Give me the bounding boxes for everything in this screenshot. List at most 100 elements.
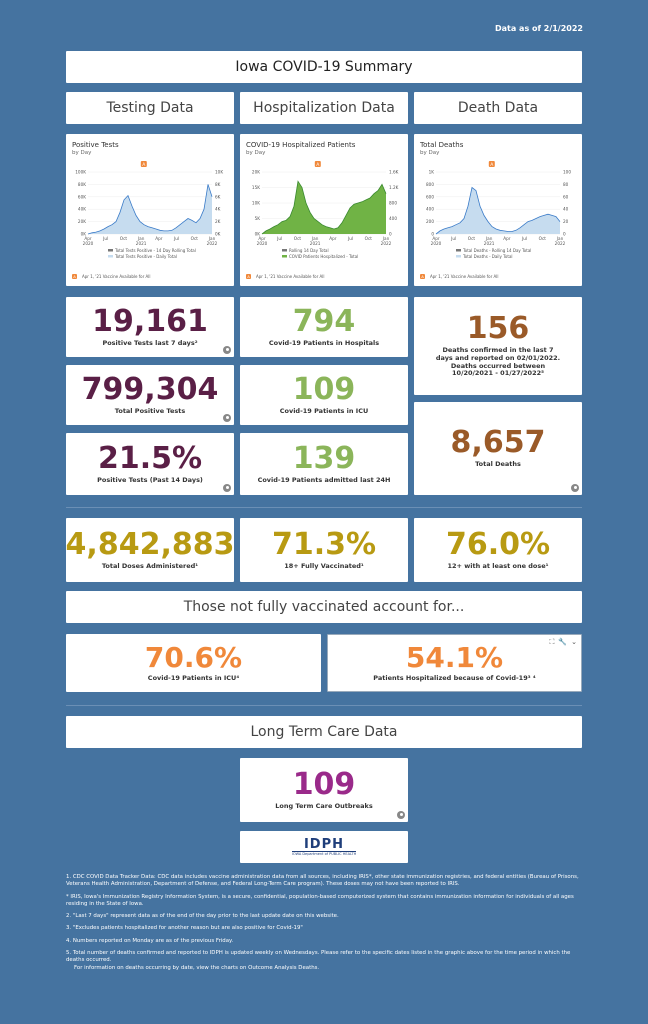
kpi-total-positive: 799,304 Total Positive Tests	[66, 365, 234, 425]
y2-tick-label: 1.6K	[389, 170, 399, 175]
person-icon[interactable]	[223, 414, 231, 422]
chart-title: Positive Tests	[72, 141, 119, 149]
kpi-total-deaths: 8,657 Total Deaths	[414, 402, 582, 495]
kpi-one-dose: 76.0% 12+ with at least one dose¹	[414, 518, 582, 582]
y2-tick-label: 20	[563, 219, 569, 224]
chart-subtitle: by Day	[246, 150, 266, 156]
kpi-fully-vaccinated: 71.3% 18+ Fully Vaccinated¹	[240, 518, 408, 582]
x-tick-label: Jul	[347, 236, 353, 241]
kpi-label: Positive Tests (Past 14 Days)	[97, 475, 203, 484]
series-line	[435, 186, 561, 235]
x-tick-label: Oct	[365, 236, 373, 241]
footnote-label: Apr 1, '21 Vaccine Available for All	[430, 274, 499, 279]
x-tick-label: Jul	[450, 236, 456, 241]
footnote: 4. Numbers reported on Monday are as of …	[66, 937, 234, 944]
footnote: 5. Total number of deaths confirmed and …	[66, 950, 571, 964]
kpi-positive-7days: 19,161 Positive Tests last 7 days²	[66, 297, 234, 357]
footnote: 2. "Last 7 days" represent data as of th…	[66, 913, 339, 920]
kpi-label: Long Term Care Outbreaks	[275, 801, 373, 810]
chart-positive-tests[interactable]: Positive Tests by Day 100K 80K 60K 40K 20K 0K…	[66, 134, 234, 286]
y-tick-label: 100K	[75, 170, 86, 175]
person-icon[interactable]	[223, 484, 231, 492]
legend-swatch	[282, 255, 287, 258]
legend-label: COVID Patients Hospitalized - Total	[289, 254, 358, 259]
chevron-down-icon[interactable]: ⌄	[571, 638, 577, 646]
footnote-label: Apr 1, '21 Vaccine Available for All	[256, 274, 325, 279]
y2-tick-label: 100	[563, 170, 571, 175]
kpi-value: 794	[292, 303, 356, 339]
divider	[66, 705, 582, 706]
y-tick-label: 20K	[252, 170, 260, 175]
kpi-value: 19,161	[92, 303, 208, 339]
kpi-value: 54.1%	[405, 640, 504, 674]
y-tick-label: 1K	[429, 170, 435, 175]
y2-tick-label: 400	[389, 216, 397, 221]
kpi-notvax-hospitalized[interactable]: ⛶ 🔧 ⌄ 54.1% Patients Hospitalized becaus…	[327, 634, 582, 692]
idph-logo-text: IDPH	[291, 838, 357, 852]
footnote-label: Apr 1, '21 Vaccine Available for All	[82, 274, 151, 279]
person-icon[interactable]	[223, 346, 231, 354]
y2-tick-label: 10K	[215, 170, 223, 175]
kpi-value: 156	[466, 310, 530, 346]
annotation-marker-label: A	[142, 162, 146, 168]
x-tick-label: Oct	[120, 236, 128, 241]
footnote-marker	[246, 274, 251, 279]
kpi-label: Positive Tests last 7 days²	[102, 338, 198, 347]
wrench-icon[interactable]: 🔧	[558, 638, 568, 646]
chart-deaths[interactable]: Total Deaths by Day 1K 800 600 400 200 0 100 80…	[414, 134, 582, 286]
y2-tick-label: 40	[563, 207, 569, 212]
kpi-label: 12+ with at least one dose¹	[447, 561, 549, 570]
y2-tick-label: 0K	[215, 232, 221, 237]
y2-tick-label: 60	[563, 194, 569, 199]
legend-swatch	[456, 249, 461, 252]
legend-swatch	[456, 255, 461, 258]
x-tick-label: Jul	[173, 236, 179, 241]
kpi-label: Total Positive Tests	[114, 406, 186, 415]
x-tick-label: Apr	[84, 236, 92, 241]
kpi-label: Covid-19 Patients in ICU	[279, 406, 369, 415]
idph-logo-sub: IOWA Department of PUBLIC HEALTH	[291, 851, 357, 856]
y2-tick-label: 0	[389, 232, 392, 237]
x-tick-label: Apr	[432, 236, 440, 241]
x-tick-label: 2020	[431, 241, 442, 246]
x-tick-label: 2021	[310, 241, 321, 246]
x-tick-label: 2021	[484, 241, 495, 246]
legend-label: Total Deaths - Daily Total	[462, 254, 513, 259]
y-tick-label: 10K	[252, 201, 260, 206]
kpi-value: 21.5%	[97, 440, 203, 476]
footnote-marker-label: A	[247, 274, 250, 279]
kpi-ltc-outbreaks: 109 Long Term Care Outbreaks	[240, 758, 408, 822]
chart-title: COVID-19 Hospitalized Patients	[246, 141, 356, 149]
y-tick-label: 40K	[78, 207, 86, 212]
series-line	[87, 184, 213, 235]
chart-title: Total Deaths	[420, 141, 464, 149]
footnote: * IRIS, Iowa's Immunization Registry Inf…	[66, 893, 574, 907]
legend-label: Rolling 14 Day Total	[289, 248, 329, 253]
annotation-marker	[314, 161, 321, 167]
annotation-marker	[140, 161, 147, 167]
y-tick-label: 600	[426, 194, 434, 199]
ltc-header: Long Term Care Data	[66, 716, 582, 748]
expand-icon[interactable]: ⛶	[549, 638, 555, 646]
legend-swatch	[108, 255, 113, 258]
kpi-label: Total Deaths	[475, 460, 521, 469]
x-tick-label: Apr	[503, 236, 511, 241]
not-vaccinated-header-text: Those not fully vaccinated account for..…	[183, 599, 465, 615]
footnote-marker-label: A	[421, 274, 424, 279]
chart-hospitalized[interactable]: COVID-19 Hospitalized Patients by Day 20…	[240, 134, 408, 286]
legend-label: Total Tests Positive - Daily Total	[114, 254, 177, 259]
x-tick-label: Oct	[539, 236, 547, 241]
person-icon[interactable]	[571, 484, 579, 492]
kpi-value: 109	[292, 371, 356, 407]
kpi-positivity-rate: 21.5% Positive Tests (Past 14 Days)	[66, 433, 234, 495]
y2-tick-label: 800	[389, 201, 397, 206]
not-vaccinated-header: Those not fully vaccinated account for..…	[66, 591, 582, 623]
kpi-label: Covid-19 Patients admitted last 24H	[257, 475, 391, 484]
x-tick-label: 2021	[136, 241, 147, 246]
kpi-label: Deaths confirmed in the last 7 days and …	[435, 345, 561, 378]
series-line	[261, 180, 387, 235]
divider	[66, 507, 582, 508]
kpi-hospitalized: 794 Covid-19 Patients in Hospitals	[240, 297, 408, 357]
person-icon[interactable]	[397, 811, 405, 819]
